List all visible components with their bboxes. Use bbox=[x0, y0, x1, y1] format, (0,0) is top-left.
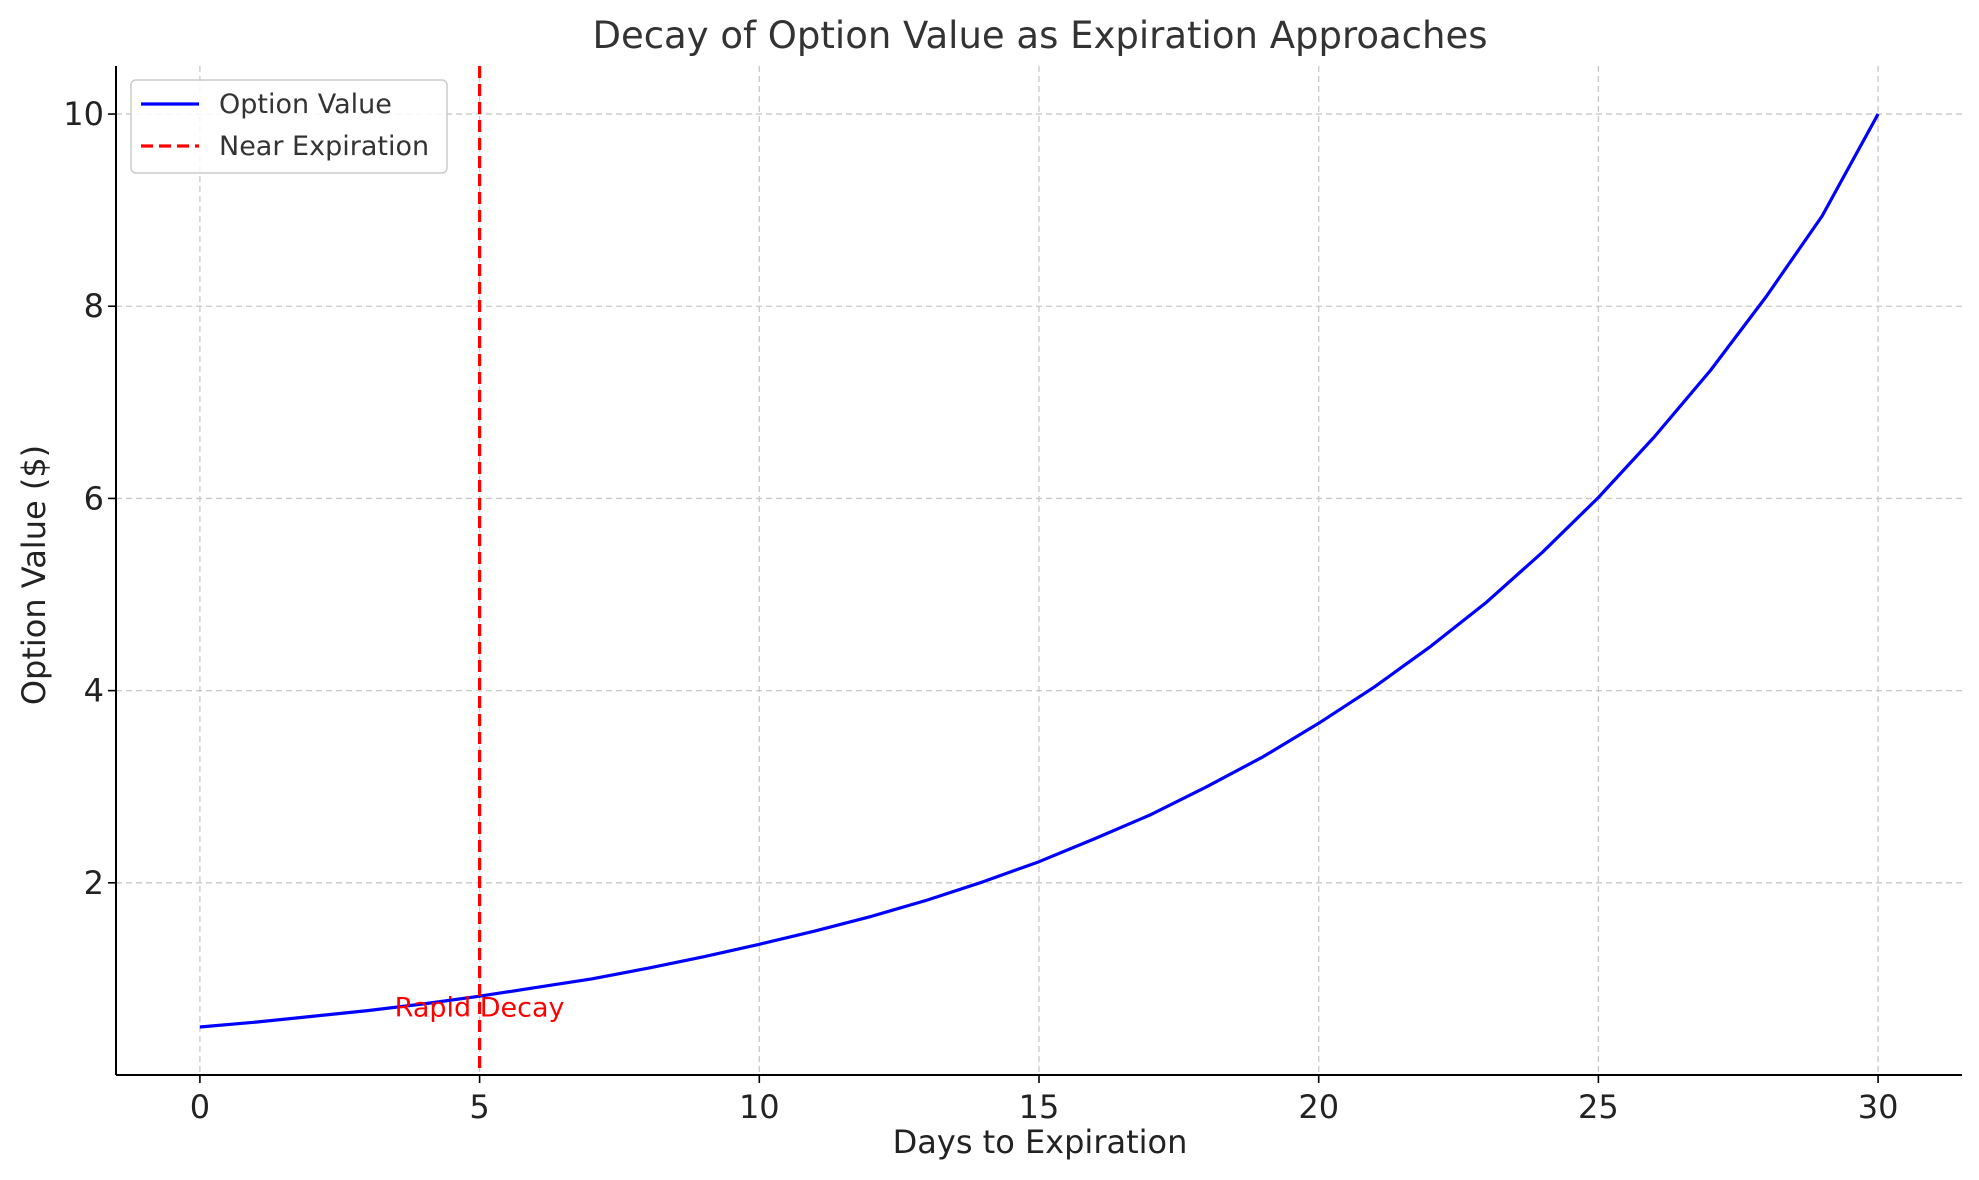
chart-title: Decay of Option Value as Expiration Appr… bbox=[592, 14, 1487, 57]
legend: Option Value Near Expiration bbox=[130, 79, 448, 174]
plot-marks: Rapid Decay bbox=[199, 66, 1880, 1075]
series-line-option-value bbox=[199, 113, 1880, 1029]
y-tick-label: 4 bbox=[84, 672, 104, 710]
x-tick-label: 10 bbox=[739, 1088, 780, 1126]
legend-entry-near-expiration-label: Near Expiration bbox=[219, 131, 429, 162]
x-tick-label: 25 bbox=[1578, 1088, 1619, 1126]
y-tick-label: 6 bbox=[84, 479, 104, 517]
x-axis-label: Days to Expiration bbox=[893, 1123, 1188, 1161]
legend-entry-option-value-label: Option Value bbox=[219, 89, 392, 120]
x-axis-ticks: 0 5 10 15 20 25 30 bbox=[190, 1075, 1899, 1126]
y-axis-ticks: 2 4 6 8 10 bbox=[63, 95, 116, 902]
x-tick-label: 5 bbox=[469, 1088, 489, 1126]
annotation-rapid-decay: Rapid Decay bbox=[395, 993, 565, 1024]
y-tick-label: 2 bbox=[84, 864, 104, 902]
y-axis-label: Option Value ($) bbox=[15, 445, 53, 705]
y-tick-label: 10 bbox=[63, 95, 104, 133]
x-tick-label: 20 bbox=[1298, 1088, 1339, 1126]
x-tick-label: 30 bbox=[1858, 1088, 1899, 1126]
x-tick-label: 0 bbox=[190, 1088, 210, 1126]
x-tick-label: 15 bbox=[1019, 1088, 1060, 1126]
legend-box bbox=[130, 79, 448, 174]
y-tick-label: 8 bbox=[84, 287, 104, 325]
grid bbox=[116, 66, 1962, 1075]
